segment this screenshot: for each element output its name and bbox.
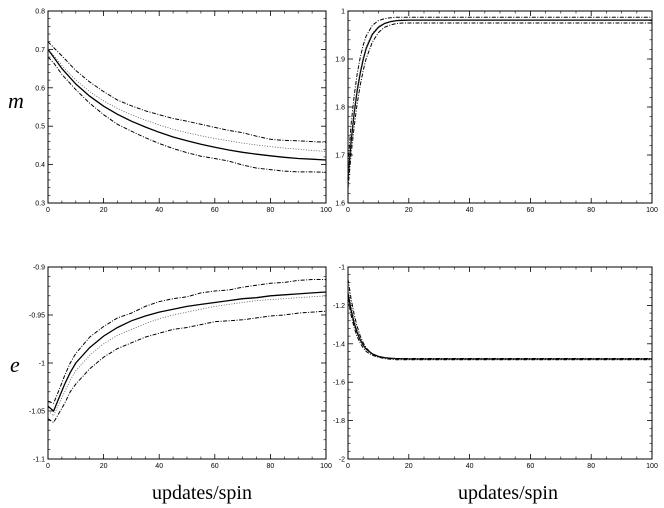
chart-panel-1: 0 20 40 60 80 100 0.3 0.4 0.5 0.6 0.7 0.8 xyxy=(35,9,332,215)
x-tick-label: 100 xyxy=(646,463,658,470)
series-line-dashdot-4 xyxy=(347,279,652,361)
series-line-solid-1 xyxy=(347,293,652,360)
row-label-m: m xyxy=(8,88,24,113)
y-tick-label: -1 xyxy=(39,361,45,368)
x-tick-label: 40 xyxy=(466,463,474,470)
y-tick-label: 0.5 xyxy=(35,124,45,131)
plot-frame xyxy=(47,266,327,460)
chart-panel-4: 0 20 40 60 80 100 -2 -1.8 -1.6 -1.4 -1.2 -1 xyxy=(333,265,658,471)
plot-frame xyxy=(347,266,653,460)
series-line-dashdot-4 xyxy=(47,56,327,173)
series-line-solid-1 xyxy=(47,291,327,413)
series-line-dashdot-3 xyxy=(347,16,652,165)
x-tick-label: 80 xyxy=(587,207,595,214)
chart-panel-3: 0 20 40 60 80 100 -1.1 -1.05 -1 -0.95 -0.9 xyxy=(29,265,332,471)
x-tick-label: 60 xyxy=(527,207,535,214)
series-line-dashdot-4 xyxy=(47,310,327,424)
x-tick-label: 100 xyxy=(320,463,332,470)
y-tick-label: -1.1 xyxy=(33,457,45,464)
row-label-e: e xyxy=(10,352,20,377)
y-tick-label: -0.95 xyxy=(29,313,45,320)
series-line-dashdot-4 xyxy=(347,22,652,189)
x-tick-label: 20 xyxy=(100,207,108,214)
x-tick-label: 0 xyxy=(46,463,50,470)
x-axis-label-right: updates/spin xyxy=(458,482,558,504)
x-axis-label-left: updates/spin xyxy=(152,482,252,504)
series-line-solid-1 xyxy=(347,19,652,180)
x-tick-label: 100 xyxy=(646,207,658,214)
y-tick-label: -0.9 xyxy=(33,265,45,272)
plot-frame xyxy=(347,10,653,204)
y-tick-label: 1.6 xyxy=(335,201,345,208)
y-tick-label: 1.7 xyxy=(335,153,345,160)
x-tick-label: 60 xyxy=(211,463,219,470)
y-tick-label: 0.3 xyxy=(35,201,45,208)
y-tick-label: -1 xyxy=(339,265,345,272)
series-line-dotted-2 xyxy=(347,19,652,175)
x-tick-label: 80 xyxy=(587,463,595,470)
y-tick-label: 0.8 xyxy=(35,9,45,16)
plot-frame xyxy=(47,10,327,204)
x-tick-label: 40 xyxy=(155,207,163,214)
series-line-solid-1 xyxy=(47,49,327,161)
x-tick-label: 20 xyxy=(405,463,413,470)
series-line-dotted-2 xyxy=(347,284,652,360)
y-tick-label: -1.8 xyxy=(333,418,345,425)
chart-panel-2: 0 20 40 60 80 100 1.6 1.7 1.8 1.9 1 xyxy=(335,9,658,215)
y-tick-label: 1 xyxy=(341,9,345,16)
y-tick-label: -1.2 xyxy=(333,303,345,310)
y-tick-label: 1.8 xyxy=(335,105,345,112)
y-tick-label: 1.9 xyxy=(335,57,345,64)
series-line-dashdot-3 xyxy=(47,41,327,143)
x-tick-label: 80 xyxy=(267,463,275,470)
y-tick-label: -1.4 xyxy=(333,341,345,348)
x-tick-label: 20 xyxy=(100,463,108,470)
y-tick-label: 0.6 xyxy=(35,85,45,92)
x-tick-label: 0 xyxy=(46,207,50,214)
y-tick-label: -2 xyxy=(339,457,345,464)
x-tick-label: 60 xyxy=(211,207,219,214)
series-line-dotted-2 xyxy=(47,49,327,152)
x-tick-label: 0 xyxy=(346,207,350,214)
series-line-dashdot-3 xyxy=(47,279,326,404)
series-line-dotted-2 xyxy=(47,295,327,417)
x-tick-label: 40 xyxy=(466,207,474,214)
y-tick-label: 0.4 xyxy=(35,162,45,169)
y-tick-label: -1.05 xyxy=(29,409,45,416)
series-line-dashdot-3 xyxy=(347,298,652,359)
y-tick-label: -1.6 xyxy=(333,380,345,387)
y-tick-label: 0.7 xyxy=(35,47,45,54)
x-tick-label: 60 xyxy=(527,463,535,470)
x-tick-label: 40 xyxy=(155,463,163,470)
x-tick-label: 0 xyxy=(346,463,350,470)
x-tick-label: 20 xyxy=(405,207,413,214)
x-tick-label: 80 xyxy=(267,207,275,214)
x-tick-label: 100 xyxy=(320,207,332,214)
